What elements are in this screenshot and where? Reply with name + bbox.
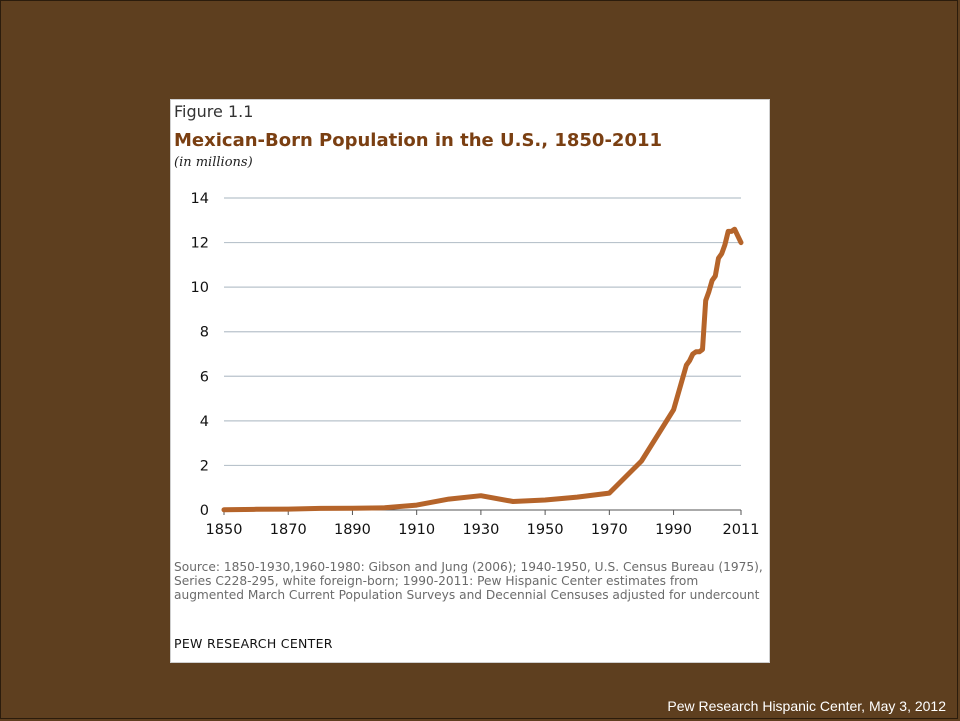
y-tick-label: 6 [200,369,209,385]
x-tick-label: 1870 [270,522,307,538]
x-tick-label: 1970 [591,522,628,538]
y-tick-label: 10 [191,280,209,296]
y-tick-label: 14 [191,191,209,207]
x-tick-label: 1850 [206,522,243,538]
x-tick-label: 1990 [655,522,692,538]
y-tick-label: 4 [200,414,209,430]
source-note: Source: 1850-1930,1960-1980: Gibson and … [174,560,763,602]
x-tick-label: 1930 [462,522,499,538]
x-tick-label: 2011 [723,522,760,538]
x-tick-label: 1890 [334,522,371,538]
figure-label: Figure 1.1 [174,102,254,121]
x-tick-label: 1950 [527,522,564,538]
slide-footer: Pew Research Hispanic Center, May 3, 201… [667,698,946,714]
y-tick-label: 2 [200,458,209,474]
chart-subtitle: (in millions) [174,155,253,170]
y-tick-label: 8 [200,325,209,341]
y-tick-label: 0 [200,503,209,519]
x-tick-label: 1910 [398,522,435,538]
figure-card: Figure 1.1 Mexican-Born Population in th… [170,99,770,663]
chart-title: Mexican-Born Population in the U.S., 185… [174,130,663,151]
y-tick-label: 12 [191,236,209,252]
series-line [221,226,744,513]
line-chart: 0 2 4 6 8 10 12 14 1850 1870 1890 1910 1930 1950 1970 1… [191,191,760,538]
brand-label: PEW RESEARCH CENTER [174,636,333,651]
